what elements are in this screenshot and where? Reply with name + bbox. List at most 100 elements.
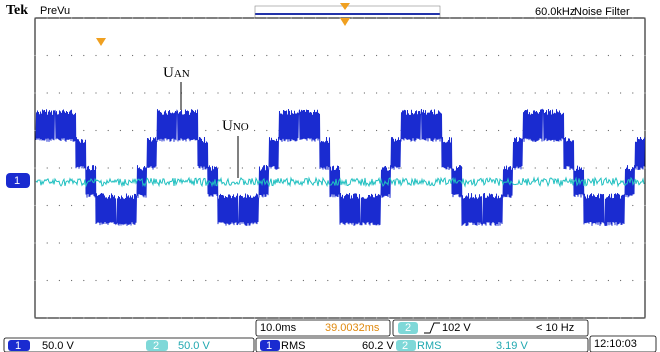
grid-dot <box>254 92 255 93</box>
grid-dot <box>169 280 170 281</box>
grid-dot <box>303 17 304 18</box>
grid-dot <box>474 167 475 168</box>
grid-dot <box>169 205 170 206</box>
grid-dot <box>266 242 267 243</box>
grid-dot <box>266 55 267 56</box>
grid-dot <box>620 167 621 168</box>
grid-dot <box>47 205 48 206</box>
grid-dot <box>59 317 60 318</box>
grid-dot <box>510 55 511 56</box>
grid-dot <box>95 17 96 18</box>
grid-dot <box>47 242 48 243</box>
grid-dot <box>83 242 84 243</box>
grid-dot <box>95 242 96 243</box>
grid-dot <box>205 55 206 56</box>
grid-dot <box>522 205 523 206</box>
grid-dot <box>376 317 377 318</box>
grid-dot <box>498 167 499 168</box>
grid-dot <box>352 242 353 243</box>
grid-dot <box>59 242 60 243</box>
grid-dot <box>291 92 292 93</box>
grid-dot <box>291 205 292 206</box>
grid-dot <box>644 167 645 168</box>
grid-dot <box>376 280 377 281</box>
label-sub: NO <box>233 121 249 133</box>
grid-dot <box>108 167 109 168</box>
grid-dot <box>291 317 292 318</box>
ch1-id: 1 <box>15 340 21 352</box>
m2-value: 3.19 V <box>496 340 528 352</box>
grid-dot <box>144 280 145 281</box>
grid-dot <box>486 317 487 318</box>
grid-dot <box>632 242 633 243</box>
grid-dot <box>535 317 536 318</box>
grid-dot <box>193 17 194 18</box>
grid-dot <box>510 130 511 131</box>
grid-dot <box>339 317 340 318</box>
grid-dot <box>205 205 206 206</box>
grid-dot <box>388 280 389 281</box>
grid-dot <box>132 242 133 243</box>
grid-dot <box>632 317 633 318</box>
grid-dot <box>449 242 450 243</box>
grid-dot <box>47 317 48 318</box>
grid-dot <box>583 167 584 168</box>
grid-dot <box>144 242 145 243</box>
grid-dot <box>522 167 523 168</box>
grid-dot <box>327 55 328 56</box>
grid-dot <box>400 242 401 243</box>
grid-dot <box>120 280 121 281</box>
grid-dot <box>364 55 365 56</box>
grid-dot <box>278 317 279 318</box>
grid-dot <box>193 92 194 93</box>
grid-dot <box>400 17 401 18</box>
grid-dot <box>413 55 414 56</box>
grid-dot <box>34 17 35 18</box>
grid-dot <box>535 92 536 93</box>
grid-dot <box>156 167 157 168</box>
grid-dot <box>510 205 511 206</box>
grid-dot <box>400 317 401 318</box>
grid-dot <box>486 280 487 281</box>
grid-dot <box>71 17 72 18</box>
grid-dot <box>437 92 438 93</box>
position: 39.0032ms <box>325 322 380 334</box>
grid-dot <box>376 242 377 243</box>
grid-dot <box>571 17 572 18</box>
grid-dot <box>193 205 194 206</box>
label-main: U <box>163 65 174 81</box>
grid-dot <box>291 280 292 281</box>
grid-dot <box>644 92 645 93</box>
grid-dot <box>535 280 536 281</box>
grid-dot <box>132 55 133 56</box>
grid-dot <box>144 55 145 56</box>
mode: PreVu <box>40 5 70 17</box>
grid-dot <box>608 167 609 168</box>
grid-dot <box>388 317 389 318</box>
grid-dot <box>364 317 365 318</box>
grid-dot <box>437 17 438 18</box>
grid-dot <box>498 280 499 281</box>
clock: 12:10:03 <box>594 338 637 350</box>
grid-dot <box>571 280 572 281</box>
grid-dot <box>303 280 304 281</box>
grid-dot <box>510 92 511 93</box>
grid-dot <box>596 280 597 281</box>
grid-dot <box>120 92 121 93</box>
grid-dot <box>266 92 267 93</box>
grid-dot <box>327 92 328 93</box>
grid-dot <box>315 317 316 318</box>
grid-dot <box>266 205 267 206</box>
grid-dot <box>498 92 499 93</box>
grid-dot <box>388 130 389 131</box>
grid-dot <box>132 167 133 168</box>
grid-dot <box>571 55 572 56</box>
grid-dot <box>230 317 231 318</box>
grid-dot <box>474 17 475 18</box>
grid-dot <box>498 317 499 318</box>
grid-dot <box>156 242 157 243</box>
grid-dot <box>364 167 365 168</box>
trigger-freq: < 10 Hz <box>536 322 574 334</box>
grid-dot <box>632 92 633 93</box>
grid-dot <box>108 130 109 131</box>
